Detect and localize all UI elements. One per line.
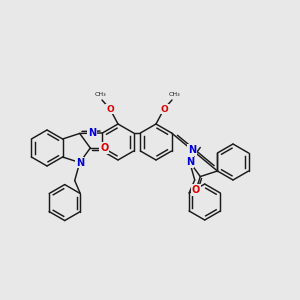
Text: O: O [160, 104, 168, 113]
Text: CH₃: CH₃ [168, 92, 180, 97]
Text: N: N [76, 158, 84, 168]
Text: CH₃: CH₃ [94, 92, 106, 97]
Text: O: O [100, 143, 108, 153]
Text: N: N [188, 145, 196, 155]
Text: N: N [186, 157, 194, 167]
Text: N: N [88, 128, 96, 138]
Text: O: O [192, 185, 200, 195]
Text: O: O [106, 104, 114, 113]
